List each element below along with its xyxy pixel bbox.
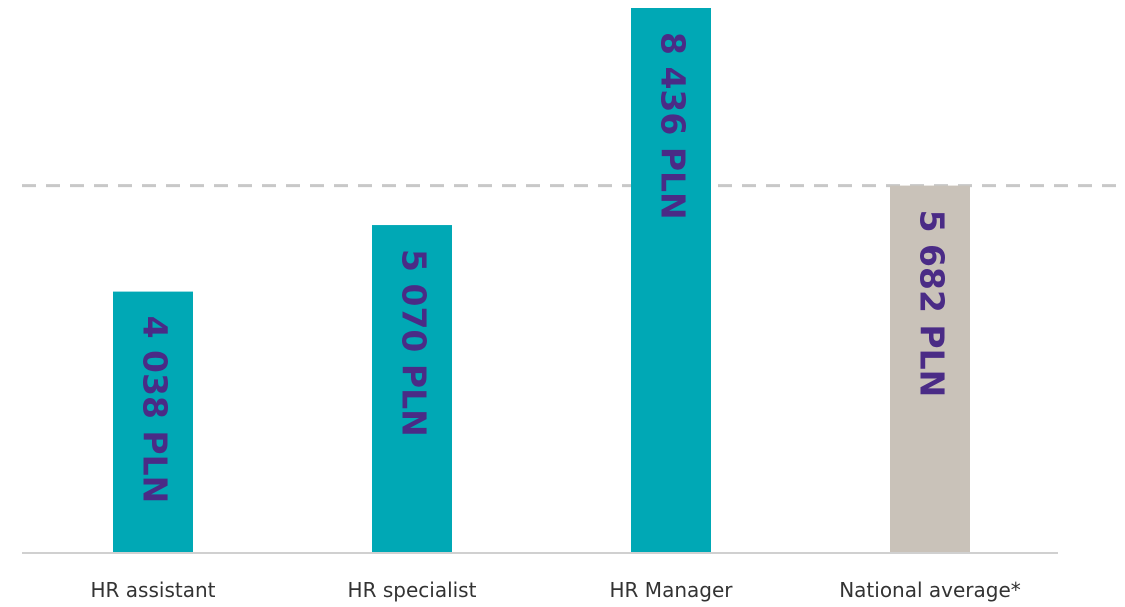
x-tick-label: HR specialist [348,578,477,602]
bar [372,225,452,552]
value-label: 5 682 PLN [913,210,952,398]
value-label: 4 038 PLN [136,316,175,504]
bar [631,8,711,552]
x-tick-label: HR Manager [610,578,734,602]
bar [113,291,193,552]
x-tick-label: National average* [839,578,1021,602]
x-tick-label: HR assistant [91,578,216,602]
value-label: 5 070 PLN [395,249,434,437]
bar [890,185,970,552]
value-label: 8 436 PLN [654,32,693,220]
